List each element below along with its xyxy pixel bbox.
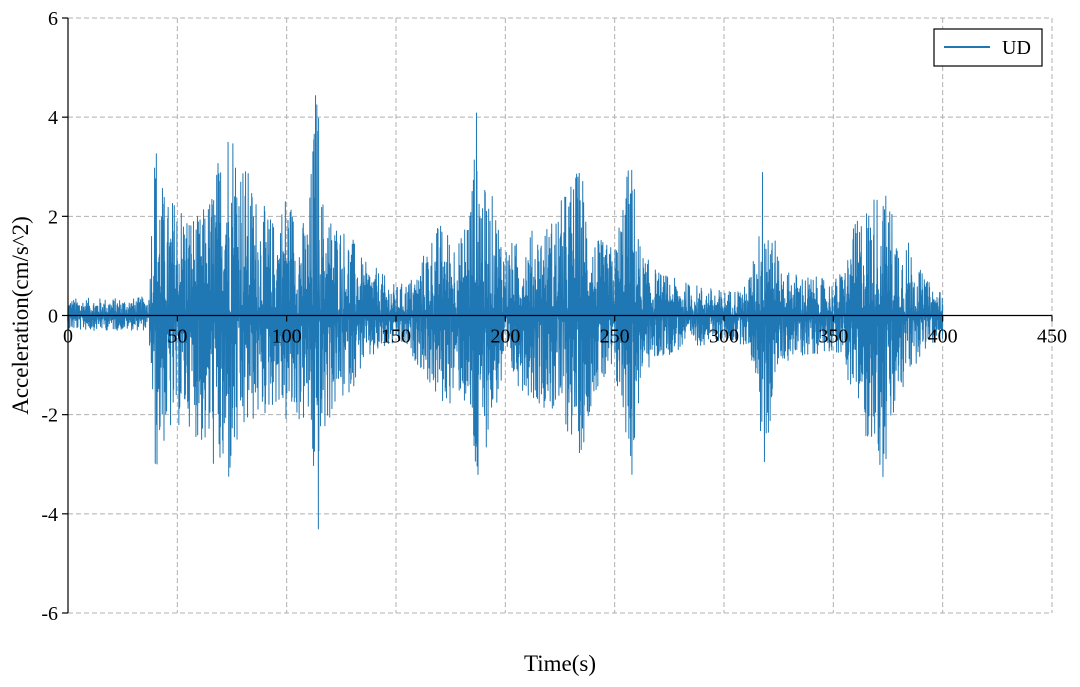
x-tick-label-300: 300 bbox=[709, 326, 739, 348]
x-tick-label-450: 450 bbox=[1037, 326, 1067, 348]
series-line-ud bbox=[67, 95, 944, 530]
legend-label-ud: UD bbox=[1002, 37, 1031, 59]
x-tick-label-350: 350 bbox=[818, 326, 848, 348]
y-tick-label-0: 0 bbox=[48, 306, 58, 328]
axes bbox=[67, 18, 1052, 613]
x-axis-title: Time(s) bbox=[524, 651, 596, 676]
x-tick-label-200: 200 bbox=[490, 326, 520, 348]
y-tick-label--6: -6 bbox=[41, 603, 58, 625]
x-tick-label-0: 0 bbox=[63, 326, 73, 348]
y-tick-label--4: -4 bbox=[41, 504, 58, 526]
y-tick-label--2: -2 bbox=[41, 405, 58, 427]
series-ud bbox=[67, 95, 944, 530]
x-tick-label-400: 400 bbox=[928, 326, 958, 348]
y-axis-title: Acceleration(cm/s^2) bbox=[8, 216, 33, 415]
y-tick-label-4: 4 bbox=[48, 107, 58, 129]
tick-labels: -6 -4 -2 0 2 4 6 0 50 100 150 200 250 300 350 400 450 bbox=[41, 8, 1067, 625]
y-tick-label-2: 2 bbox=[48, 206, 58, 228]
x-tick-label-50: 50 bbox=[167, 326, 187, 348]
x-tick-label-100: 100 bbox=[272, 326, 302, 348]
x-tick-label-150: 150 bbox=[381, 326, 411, 348]
x-tick-label-250: 250 bbox=[600, 326, 630, 348]
y-tick-label-6: 6 bbox=[48, 8, 58, 30]
legend: UD bbox=[933, 28, 1043, 67]
